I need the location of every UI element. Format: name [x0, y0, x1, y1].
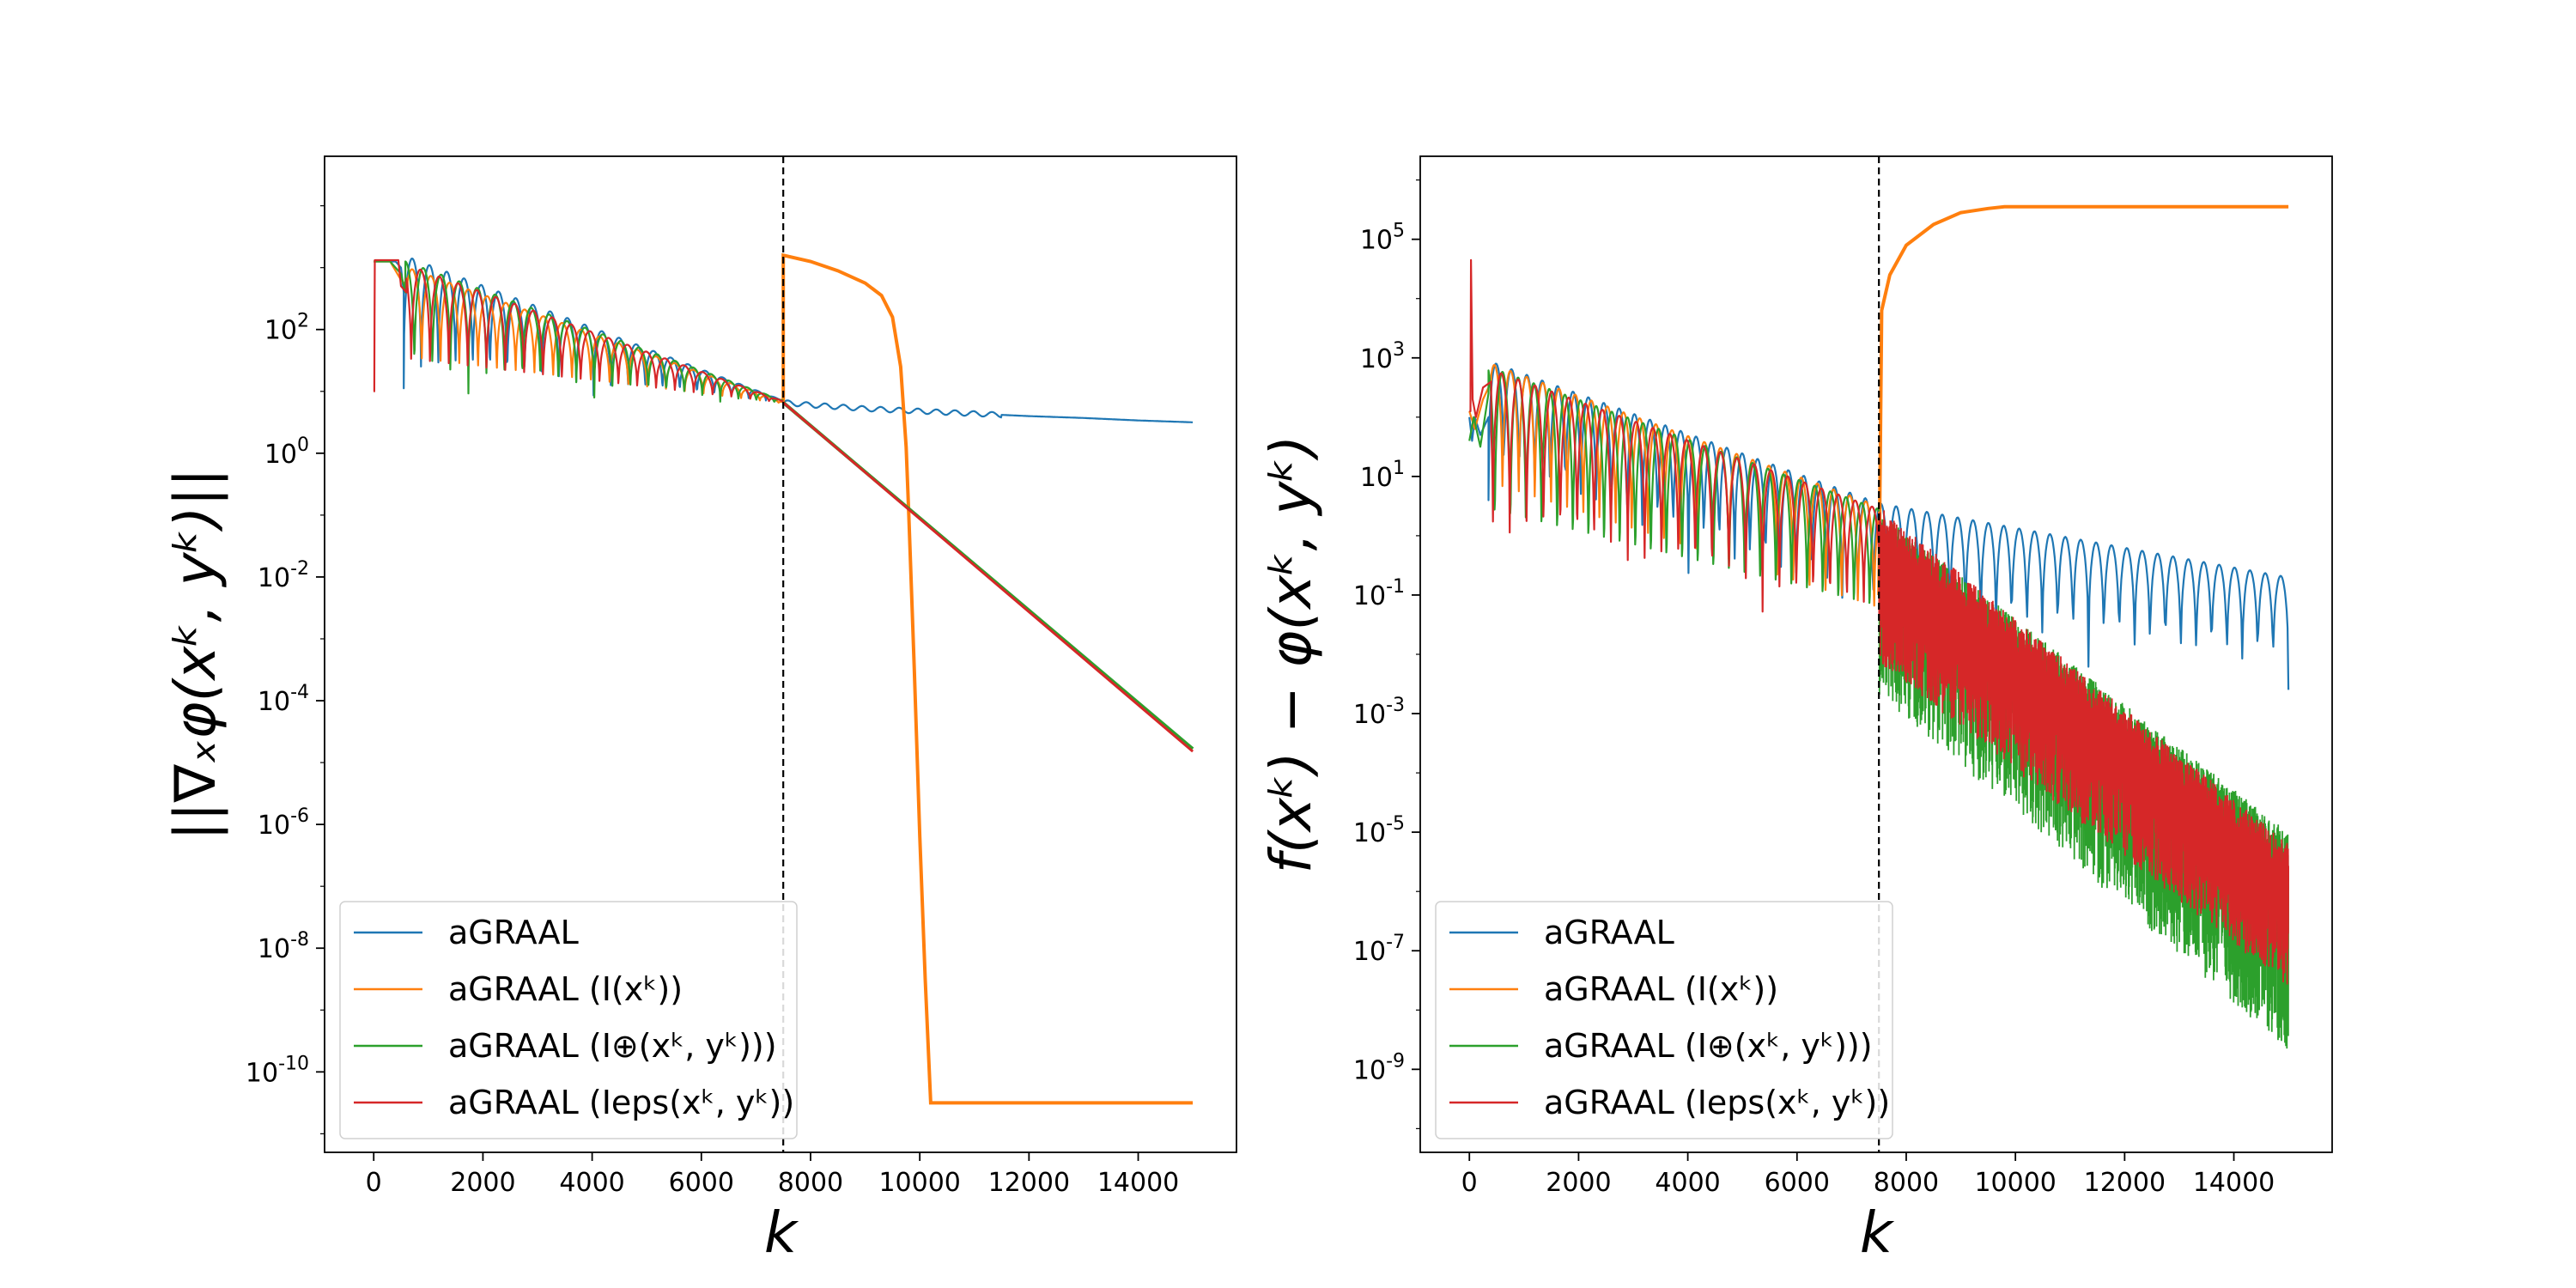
y-tick-label: 10-1: [1353, 576, 1405, 611]
x-tick-label: 0: [1461, 1168, 1478, 1198]
x-tick-label: 6000: [1765, 1168, 1830, 1198]
x-tick-label: 4000: [559, 1168, 624, 1198]
legend-item-agraal-ieps: aGRAAL (Ieps(xᵏ, yᵏ)): [1449, 1084, 1890, 1121]
y-axis-label: f(xᵏ) − φ(xᵏ, yᵏ): [1258, 435, 1324, 873]
y-tick-label: 105: [1360, 221, 1405, 256]
y-tick-label: 10-2: [258, 558, 309, 593]
x-tick-label: 2000: [1546, 1168, 1611, 1198]
series-agraal-i: [374, 252, 1194, 1105]
x-tick-label: 8000: [1874, 1168, 1939, 1198]
x-tick-label: 14000: [1097, 1168, 1179, 1198]
legend-item-agraal-ieps: aGRAAL (Ieps(xᵏ, yᵏ)): [354, 1084, 794, 1121]
legend-item-agraal-i: aGRAAL (I(xᵏ)): [1449, 970, 1778, 1008]
x-tick-label: 14000: [2193, 1168, 2275, 1198]
series-agraal-i: [1468, 204, 2289, 607]
x-tick-label: 12000: [2084, 1168, 2166, 1198]
legend-item-agraal-i: aGRAAL (I(xᵏ)): [354, 970, 683, 1008]
y-tick-label: 10-9: [1353, 1050, 1405, 1085]
x-tick-label: 8000: [778, 1168, 843, 1198]
legend-item-agraal: aGRAAL: [1449, 914, 1674, 951]
legend-item-agraal-iplus: aGRAAL (I⊕(xᵏ, yᵏ))): [354, 1027, 777, 1065]
legend-label: aGRAAL (I⊕(xᵏ, yᵏ))): [1544, 1027, 1873, 1065]
legend-box: [1435, 901, 1893, 1139]
x-axis-label: k: [764, 1200, 799, 1266]
y-tick-label: 100: [264, 434, 309, 470]
x-tick-label: 10000: [878, 1168, 960, 1198]
y-tick-label: 102: [264, 311, 309, 346]
y-tick-label: 10-6: [258, 805, 309, 841]
series-tail: [781, 252, 1194, 1105]
series-line: [373, 258, 784, 403]
gradient-norm-chart: 0 2000 4000 6000 8000 10000 12000 14000 102 100 10…: [162, 155, 1237, 1266]
series-noise-band: [1878, 510, 2289, 985]
legend: aGRAAL aGRAAL (I(xᵏ)) aGRAAL (I⊕(xᵏ, yᵏ)))…: [1435, 901, 1893, 1139]
legend: aGRAAL aGRAAL (I(xᵏ)) aGRAAL (I⊕(xᵏ, yᵏ)))…: [339, 901, 798, 1139]
series-line: [1468, 363, 1880, 607]
series-line: [1469, 258, 1880, 613]
y-tick-label: 10-10: [246, 1053, 309, 1088]
plot-area: [373, 252, 1194, 1105]
y-tick-label: 10-8: [258, 929, 309, 964]
legend-item-agraal-iplus: aGRAAL (I⊕(xᵏ, yᵏ))): [1449, 1027, 1873, 1065]
y-tick-label: 101: [1360, 458, 1405, 493]
legend-label: aGRAAL (Ieps(xᵏ, yᵏ)): [1544, 1084, 1890, 1121]
legend-box: [339, 901, 798, 1139]
series-tail: [782, 401, 1194, 753]
series-agraal-ieps: [1469, 258, 2289, 985]
x-axis-label: k: [1860, 1200, 1895, 1266]
gap-chart: 0 2000 4000 6000 8000 10000 12000 14000 105 103 10…: [1258, 155, 2333, 1266]
y-tick-label: 10-3: [1353, 695, 1405, 730]
x-tick-label: 6000: [669, 1168, 734, 1198]
y-tick-label: 103: [1360, 339, 1405, 374]
legend-label: aGRAAL: [448, 914, 579, 951]
x-tick-label: 0: [366, 1168, 382, 1198]
legend-label: aGRAAL (I⊕(xᵏ, yᵏ))): [448, 1027, 777, 1065]
y-tick-label: 10-5: [1353, 813, 1405, 848]
plot-area: [1468, 204, 2290, 1049]
y-axis-label: ||∇ₓφ(xᵏ, yᵏ)||: [162, 468, 228, 841]
x-tick-label: 10000: [1974, 1168, 2056, 1198]
y-tick-label: 10-7: [1353, 932, 1405, 967]
axes-frame: [324, 155, 1237, 1153]
series-tail: [1877, 204, 2289, 596]
legend-label: aGRAAL: [1544, 914, 1674, 951]
y-tick-label: 10-4: [258, 682, 309, 717]
series-agraal-ieps: [373, 258, 1194, 753]
series-line: [1468, 369, 1880, 605]
series-line: [374, 260, 784, 404]
x-tick-label: 4000: [1655, 1168, 1720, 1198]
legend-label: aGRAAL (I(xᵏ)): [448, 970, 683, 1008]
legend-item-agraal: aGRAAL: [354, 914, 579, 951]
x-tick-label: 12000: [988, 1168, 1070, 1198]
legend-label: aGRAAL (I(xᵏ)): [1544, 970, 1778, 1008]
series-tail: [782, 399, 1194, 423]
legend-label: aGRAAL (Ieps(xᵏ, yᵏ)): [448, 1084, 794, 1121]
x-tick-label: 2000: [450, 1168, 515, 1198]
